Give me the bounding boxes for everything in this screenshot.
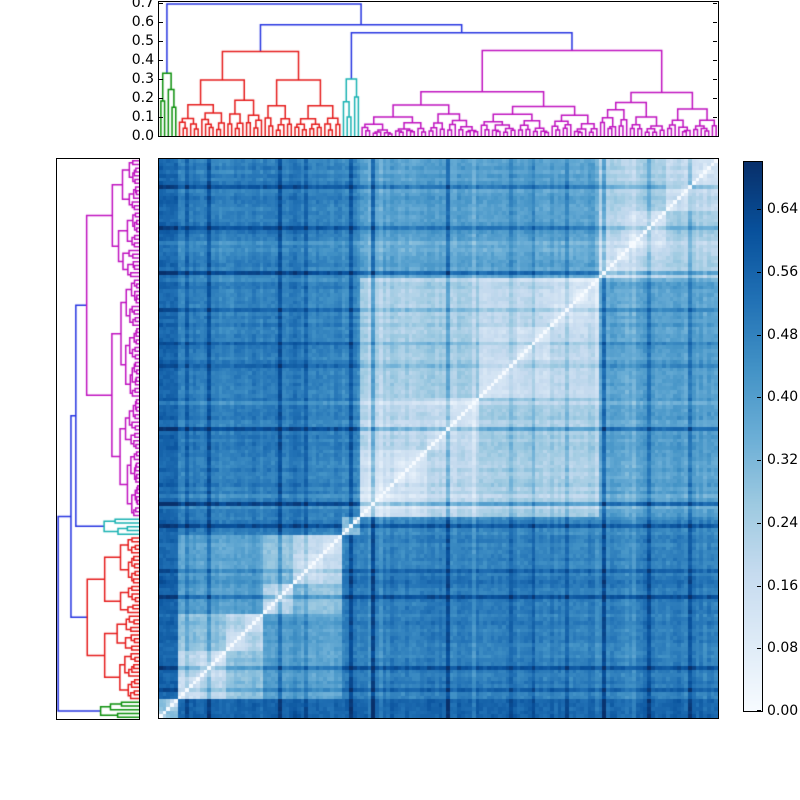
top-dendrogram-ytick-mark [159, 117, 163, 118]
top-dendrogram-ytick-label: 0.3 [131, 70, 154, 87]
colorbar-tick-label: 0.56 [767, 263, 799, 280]
top-dendrogram-ytick-label: 0.2 [131, 89, 154, 106]
left-dendrogram-canvas [57, 159, 139, 719]
colorbar-tick-label: 0.48 [767, 326, 799, 343]
top-dendrogram-ytick-mark [159, 41, 163, 42]
colorbar-tick-label: 0.16 [767, 577, 799, 594]
top-dendrogram-ytick-label: 0.7 [131, 0, 154, 11]
top-dendrogram-ytick-mark [713, 136, 717, 137]
colorbar-tick-label: 0.24 [767, 514, 799, 531]
colorbar-tick-mark [757, 710, 761, 711]
heatmap-canvas [159, 159, 718, 718]
colorbar-canvas [744, 162, 762, 711]
top-dendrogram-ytick-mark [159, 22, 163, 23]
top-dendrogram-ytick-label: 0.5 [131, 32, 154, 49]
top-dendrogram-ytick-mark [713, 60, 717, 61]
colorbar-tick-mark [757, 272, 761, 273]
colorbar-tick-mark [757, 397, 761, 398]
colorbar-tick-mark [757, 460, 761, 461]
left-dendrogram-panel [56, 158, 140, 720]
colorbar-tick-label: 0.08 [767, 640, 799, 657]
colorbar-tick-label: 0.40 [767, 389, 799, 406]
top-dendrogram-ytick-mark [713, 3, 717, 4]
top-dendrogram-ytick-mark [713, 79, 717, 80]
colorbar-tick-mark [757, 648, 761, 649]
top-dendrogram-ytick-label: 0.1 [131, 108, 154, 125]
colorbar-tick-mark [757, 335, 761, 336]
top-dendrogram-ytick-mark [713, 41, 717, 42]
heatmap-panel [158, 158, 719, 719]
colorbar-tick-mark [757, 523, 761, 524]
colorbar-tick-label: 0.64 [767, 201, 799, 218]
top-dendrogram-ytick-mark [713, 98, 717, 99]
top-dendrogram-ytick-mark [159, 60, 163, 61]
colorbar-tick-mark [757, 586, 761, 587]
top-dendrogram-ytick-mark [713, 117, 717, 118]
top-dendrogram-ytick-mark [159, 136, 163, 137]
top-dendrogram-ytick-mark [159, 79, 163, 80]
top-dendrogram-ytick-mark [713, 22, 717, 23]
top-dendrogram-ytick-label: 0.6 [131, 13, 154, 30]
top-dendrogram-ytick-mark [159, 98, 163, 99]
colorbar-tick-label: 0.00 [767, 703, 799, 719]
colorbar-tick-label: 0.32 [767, 452, 799, 469]
top-dendrogram-panel [158, 1, 719, 137]
colorbar-panel [743, 161, 763, 712]
top-dendrogram-ytick-mark [159, 3, 163, 4]
top-dendrogram-ytick-label: 0.0 [131, 128, 154, 144]
top-dendrogram-ytick-label: 0.4 [131, 51, 154, 68]
colorbar-tick-mark [757, 209, 761, 210]
top-dendrogram-canvas [159, 2, 718, 136]
